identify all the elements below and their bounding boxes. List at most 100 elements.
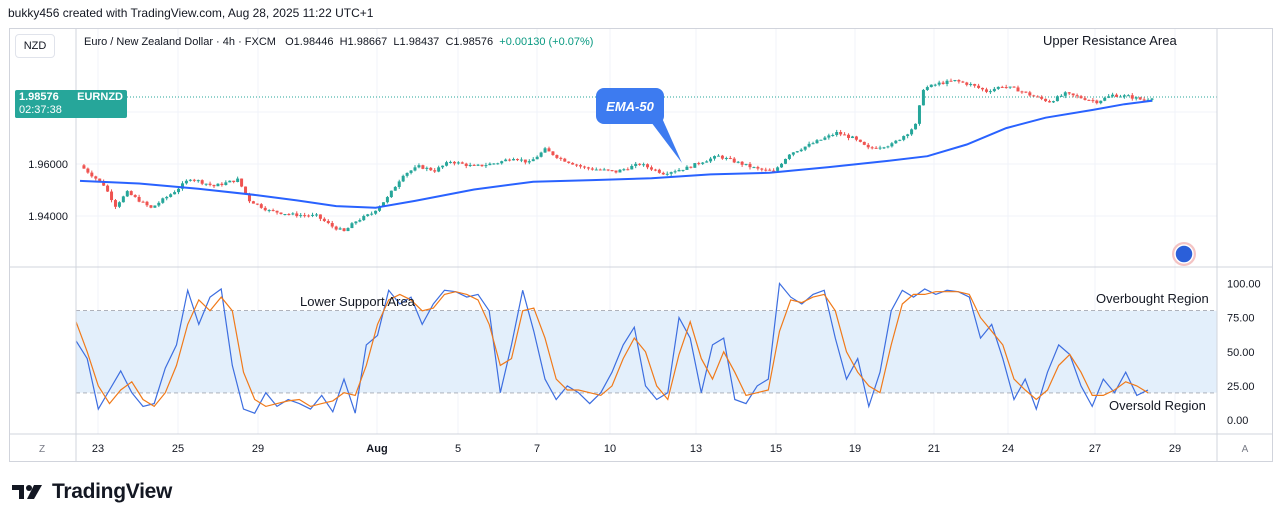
candle-down — [452, 161, 456, 164]
candle-up — [996, 86, 1000, 89]
candle-up — [1051, 101, 1055, 103]
candle-up — [795, 151, 799, 153]
candle-down — [760, 168, 764, 170]
tradingview-logo-icon — [12, 485, 42, 499]
candle-up — [937, 82, 941, 85]
candle-down — [1138, 97, 1142, 100]
candle-up — [346, 228, 350, 232]
candle-up — [338, 228, 342, 230]
candle-up — [484, 165, 488, 167]
candle-down — [559, 157, 563, 159]
candle-up — [914, 123, 918, 130]
candle-up — [196, 180, 200, 182]
x-tick-label: 29 — [1169, 443, 1181, 455]
candle-down — [1044, 98, 1048, 102]
candle-up — [724, 157, 728, 159]
brand: TradingView — [12, 480, 172, 504]
candle-up — [969, 84, 973, 86]
stoch-tick-label: 25.00 — [1227, 381, 1255, 393]
x-tick-label: 25 — [172, 443, 184, 455]
candle-up — [1059, 95, 1063, 97]
candle-up — [535, 156, 539, 160]
candle-down — [728, 157, 732, 159]
candle-up — [1107, 96, 1111, 98]
candle-down — [508, 159, 512, 161]
candle-down — [661, 172, 665, 175]
candle-down — [255, 203, 259, 205]
last-price-tag: 1.98576 EURNZD 02:37:38 — [15, 90, 127, 118]
stoch-band — [76, 310, 1217, 393]
candle-down — [949, 80, 953, 82]
candle-up — [445, 162, 449, 166]
candle-up — [921, 89, 925, 106]
candle-up — [799, 149, 803, 152]
x-tick-label: 29 — [252, 443, 264, 455]
candle-up — [709, 158, 713, 162]
candle-down — [421, 165, 425, 169]
candle-down — [240, 178, 244, 187]
candle-up — [1099, 100, 1103, 104]
candle-up — [894, 140, 898, 144]
chart-frame — [9, 28, 1273, 462]
currency-selector[interactable]: NZD — [15, 34, 55, 58]
candle-up — [783, 158, 787, 164]
x-tick-label: 23 — [92, 443, 104, 455]
candle-down — [720, 155, 724, 159]
candle-down — [858, 139, 862, 142]
candle-up — [488, 163, 492, 166]
candle-up — [819, 139, 823, 141]
auto-scale-button[interactable]: A — [1241, 443, 1249, 455]
price-tick-label: 1.96000 — [28, 159, 68, 171]
candle-down — [646, 164, 650, 168]
candle-down — [271, 210, 275, 212]
change-value: +0.00130 (+0.07%) — [499, 36, 594, 48]
candle-down — [1075, 95, 1079, 97]
price-tag-symbol: EURNZD — [77, 91, 123, 103]
candle-up — [393, 186, 397, 191]
candle-up — [165, 196, 169, 199]
candle-down — [610, 170, 614, 172]
candle-up — [397, 181, 401, 187]
oversold-label: Oversold Region — [1109, 398, 1206, 413]
low-value: L1.98437 — [393, 36, 440, 48]
candle-up — [1150, 98, 1154, 100]
x-tick-label: Aug — [366, 443, 387, 455]
candle-down — [1079, 96, 1083, 99]
candle-down — [697, 163, 701, 165]
candle-up — [448, 161, 452, 163]
timezone-button[interactable]: Z — [38, 443, 46, 455]
candle-down — [433, 170, 437, 172]
candle-up — [630, 165, 634, 170]
candle-down — [961, 81, 965, 83]
candle-up — [925, 87, 929, 90]
target-icon-inner — [1174, 244, 1194, 264]
candle-up — [417, 165, 421, 168]
candle-up — [543, 148, 547, 153]
candle-down — [653, 169, 657, 171]
ema50-line — [79, 99, 1153, 209]
candle-down — [957, 80, 961, 82]
candle-down — [1087, 99, 1091, 101]
candle-up — [665, 173, 669, 175]
candle-down — [106, 185, 110, 192]
candle-up — [1111, 94, 1115, 97]
candle-layer — [82, 78, 1154, 232]
x-tick-label: 10 — [604, 443, 616, 455]
candle-down — [571, 162, 575, 165]
candle-up — [531, 159, 535, 162]
candle-up — [291, 213, 295, 215]
candle-up — [827, 135, 831, 138]
open-value: O1.98446 — [285, 36, 334, 48]
candle-down — [1071, 93, 1075, 96]
brand-name: TradingView — [52, 480, 173, 503]
candle-down — [220, 183, 224, 186]
ema-layer — [79, 99, 1153, 209]
candle-up — [539, 152, 543, 157]
candle-up — [267, 210, 271, 212]
candle-up — [385, 197, 389, 203]
candle-down — [480, 164, 484, 167]
candle-up — [634, 163, 638, 166]
overbought-label: Overbought Region — [1096, 291, 1209, 306]
stoch-band-layer — [76, 310, 1217, 393]
